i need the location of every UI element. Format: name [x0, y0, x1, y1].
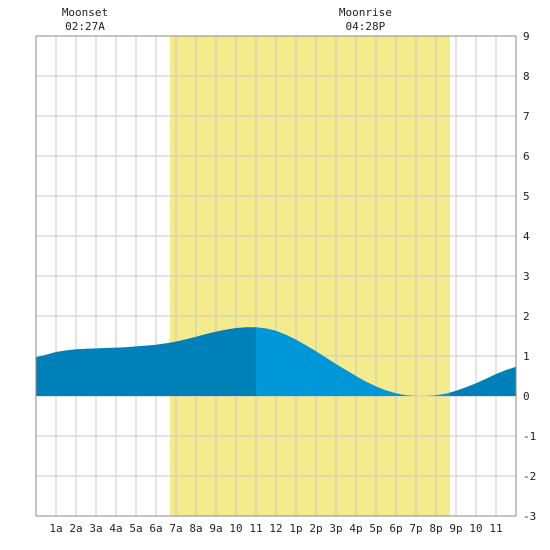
x-tick-label: 9p — [449, 522, 462, 535]
y-tick-label: 9 — [523, 30, 530, 43]
y-tick-label: -2 — [523, 470, 536, 483]
x-tick-label: 6p — [389, 522, 402, 535]
tide-area-segment — [36, 327, 256, 396]
y-tick-label: -3 — [523, 510, 536, 523]
x-axis-labels: 1a 2a 3a 4a 5a 6a 7a 8a 9a 10 11 12 1p 2p 3p 4p 5p 6p 7p 8p… — [49, 522, 502, 535]
y-tick-label: 2 — [523, 310, 530, 323]
moon-event-time: 04:28P — [346, 20, 386, 33]
x-tick-label: 4a — [109, 522, 122, 535]
y-tick-label: -1 — [523, 430, 536, 443]
x-tick-label: 6a — [149, 522, 162, 535]
y-tick-label: 7 — [523, 110, 530, 123]
x-tick-label: 10 — [229, 522, 242, 535]
y-tick-label: 0 — [523, 390, 530, 403]
x-tick-label: 1p — [289, 522, 302, 535]
x-tick-label: 11 — [249, 522, 262, 535]
x-tick-label: 11 — [489, 522, 502, 535]
x-tick-label: 1a — [49, 522, 62, 535]
tide-area-segment — [450, 366, 516, 396]
x-tick-label: 8p — [429, 522, 442, 535]
x-tick-label: 2a — [69, 522, 82, 535]
x-tick-label: 3p — [329, 522, 342, 535]
y-tick-label: 6 — [523, 150, 530, 163]
x-tick-label: 7a — [169, 522, 182, 535]
y-tick-label: 8 — [523, 70, 530, 83]
y-tick-label: 4 — [523, 230, 530, 243]
gridlines — [36, 36, 516, 516]
moon-event-label: Moonset — [62, 6, 108, 19]
x-tick-label: 5a — [129, 522, 142, 535]
x-tick-label: 2p — [309, 522, 322, 535]
x-tick-label: 12 — [269, 522, 282, 535]
moon-event-time: 02:27A — [65, 20, 105, 33]
y-tick-label: 3 — [523, 270, 530, 283]
x-tick-label: 10 — [469, 522, 482, 535]
tide-area-segment — [256, 327, 450, 396]
x-tick-label: 4p — [349, 522, 362, 535]
moon-event-label: Moonrise — [339, 6, 392, 19]
x-tick-label: 5p — [369, 522, 382, 535]
x-tick-label: 3a — [89, 522, 102, 535]
x-tick-label: 7p — [409, 522, 422, 535]
y-tick-label: 5 — [523, 190, 530, 203]
plot-frame — [35, 35, 517, 517]
y-tick-label: 1 — [523, 350, 530, 363]
tide-area — [36, 327, 516, 396]
x-tick-label: 9a — [209, 522, 222, 535]
y-axis-labels: -3 -2 -1 0 1 2 3 4 5 6 7 8 9 — [523, 30, 536, 523]
x-tick-label: 8a — [189, 522, 202, 535]
